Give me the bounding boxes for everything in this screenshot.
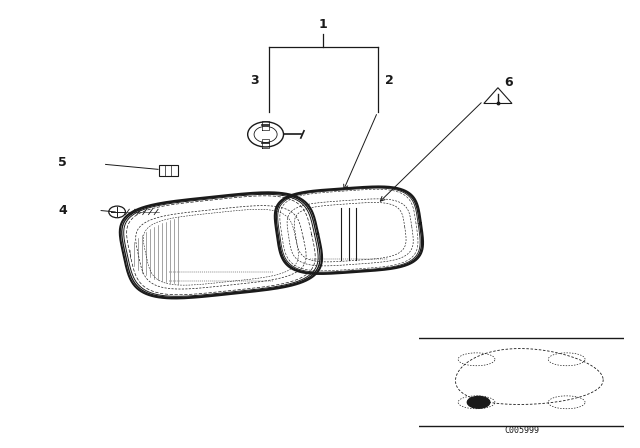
Text: 3: 3 [250, 74, 259, 87]
Text: 2: 2 [385, 74, 394, 87]
Circle shape [467, 396, 490, 408]
Text: C005999: C005999 [504, 426, 539, 435]
Text: 1: 1 [319, 18, 328, 31]
Text: 5: 5 [58, 155, 67, 169]
Text: 4: 4 [58, 204, 67, 217]
Text: 6: 6 [504, 76, 513, 90]
